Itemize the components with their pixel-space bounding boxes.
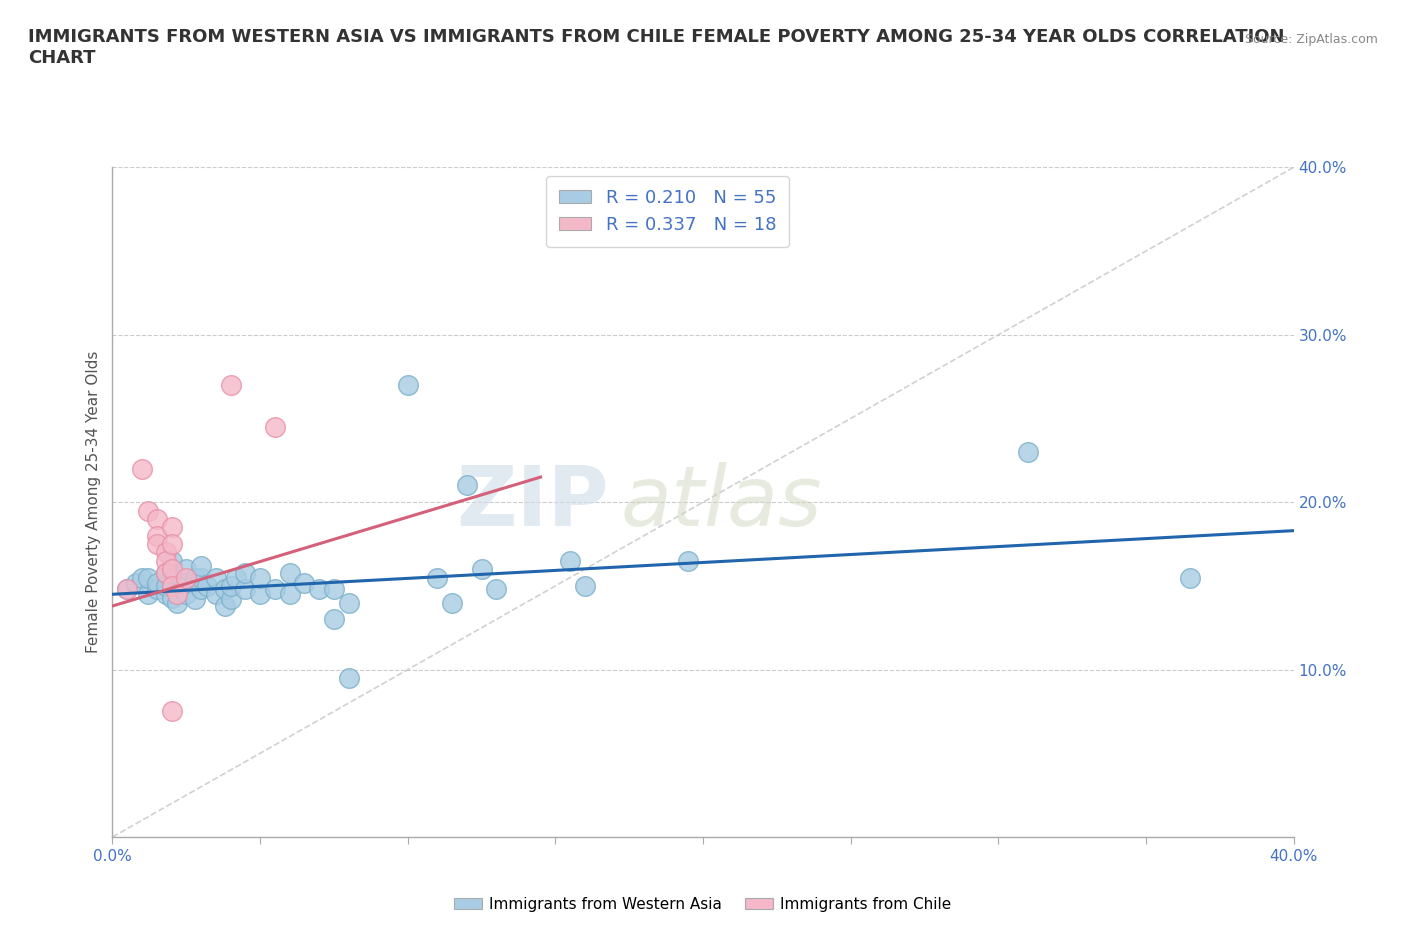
Point: [233, 565, 256, 580]
Point: [155, 587, 177, 602]
Point: [219, 591, 242, 606]
Point: [136, 570, 159, 585]
Point: [160, 565, 183, 580]
Point: [214, 599, 236, 614]
Point: [337, 671, 360, 685]
Point: [160, 704, 183, 719]
Point: [146, 582, 169, 597]
Point: [441, 595, 464, 610]
Point: [174, 570, 197, 585]
Point: [558, 553, 582, 568]
Point: [174, 575, 197, 590]
Point: [166, 595, 188, 610]
Point: [155, 578, 177, 593]
Point: [323, 612, 346, 627]
Point: [205, 587, 228, 602]
Point: [131, 461, 153, 476]
Point: [1178, 570, 1201, 585]
Point: [190, 558, 212, 573]
Point: [337, 595, 360, 610]
Point: [249, 570, 271, 585]
Point: [184, 570, 207, 585]
Point: [195, 578, 218, 593]
Point: [456, 478, 478, 493]
Point: [190, 582, 212, 597]
Point: [160, 553, 183, 568]
Point: [308, 582, 330, 597]
Point: [1017, 445, 1039, 459]
Point: [278, 565, 301, 580]
Point: [117, 582, 138, 597]
Legend: R = 0.210   N = 55, R = 0.337   N = 18: R = 0.210 N = 55, R = 0.337 N = 18: [546, 177, 789, 246]
Point: [117, 582, 138, 597]
Point: [131, 570, 153, 585]
Point: [214, 582, 236, 597]
Point: [233, 582, 256, 597]
Point: [155, 565, 177, 580]
Point: [190, 570, 212, 585]
Point: [160, 537, 183, 551]
Point: [146, 537, 169, 551]
Point: [160, 520, 183, 535]
Point: [278, 587, 301, 602]
Point: [249, 587, 271, 602]
Point: [146, 575, 169, 590]
Point: [166, 587, 188, 602]
Point: [160, 578, 183, 593]
Point: [225, 570, 247, 585]
Point: [146, 528, 169, 543]
Point: [146, 512, 169, 526]
Point: [219, 578, 242, 593]
Legend: Immigrants from Western Asia, Immigrants from Chile: Immigrants from Western Asia, Immigrants…: [449, 891, 957, 918]
Point: [678, 553, 700, 568]
Point: [470, 562, 494, 577]
Point: [323, 582, 346, 597]
Y-axis label: Female Poverty Among 25-34 Year Olds: Female Poverty Among 25-34 Year Olds: [86, 351, 101, 654]
Text: Source: ZipAtlas.com: Source: ZipAtlas.com: [1244, 33, 1378, 46]
Point: [136, 587, 159, 602]
Point: [174, 587, 197, 602]
Point: [292, 575, 315, 590]
Point: [155, 553, 177, 568]
Point: [160, 562, 183, 577]
Point: [136, 503, 159, 518]
Point: [485, 582, 508, 597]
Text: IMMIGRANTS FROM WESTERN ASIA VS IMMIGRANTS FROM CHILE FEMALE POVERTY AMONG 25-34: IMMIGRANTS FROM WESTERN ASIA VS IMMIGRAN…: [28, 28, 1285, 67]
Point: [174, 562, 197, 577]
Point: [160, 578, 183, 593]
Point: [264, 582, 287, 597]
Point: [160, 591, 183, 605]
Text: atlas: atlas: [620, 461, 823, 543]
Point: [396, 378, 419, 392]
Point: [155, 545, 177, 560]
Point: [205, 570, 228, 585]
Text: ZIP: ZIP: [456, 461, 609, 543]
Point: [426, 570, 449, 585]
Point: [574, 578, 596, 593]
Point: [184, 591, 207, 606]
Point: [264, 419, 287, 434]
Point: [125, 575, 148, 590]
Point: [219, 378, 242, 392]
Point: [155, 565, 177, 580]
